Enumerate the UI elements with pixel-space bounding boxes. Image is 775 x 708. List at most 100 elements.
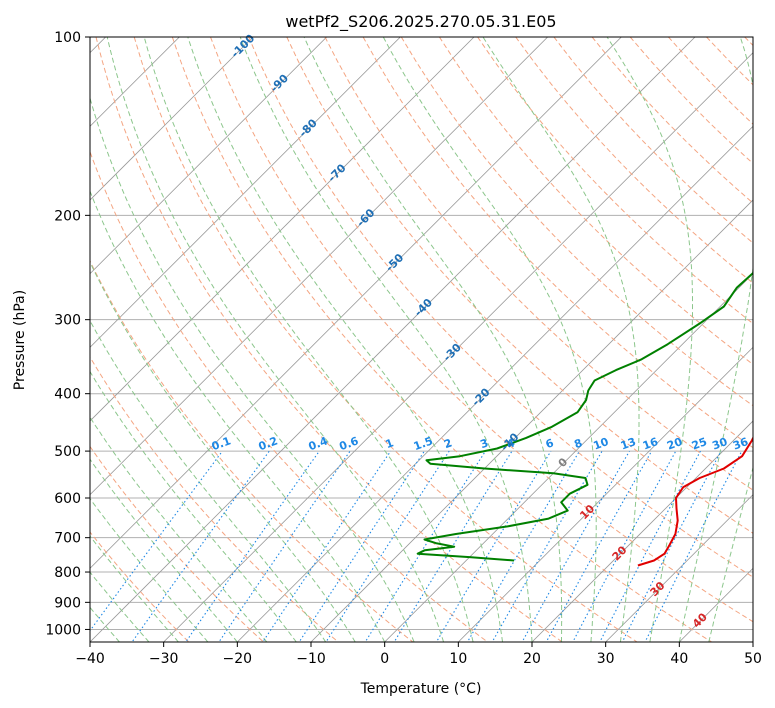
x-tick-label: −20 [223,651,253,667]
dry-adiabats [90,37,753,642]
mixing-ratio-label: 36 [731,435,750,453]
mixing-ratio-label: 1.5 [412,434,435,453]
plot-area [90,37,753,642]
mixing-ratio-line [218,450,351,642]
isotherm-line [90,37,328,275]
profile-lines [416,271,753,567]
mixing-ratio-label: 0.4 [307,434,330,453]
x-axis-label: Temperature (°C) [360,681,482,697]
isotherm-line [90,37,401,348]
moist-adiabat-line [678,37,753,642]
y-tick-label: 1000 [45,622,81,638]
mixing-ratio-lines [90,450,743,642]
dry-adiabat-line [210,37,753,623]
y-tick-label: 100 [54,30,81,46]
mixing-ratio-label: 16 [641,435,660,453]
moist-adiabat-line [143,37,474,642]
mixing-ratio-label: 0.1 [210,434,233,453]
y-tick-label: 600 [54,491,81,507]
moist-adiabat-line [382,37,597,642]
grid-lines [90,37,753,642]
dry-adiabat-line [248,37,753,578]
moist-adiabat-line [90,260,356,642]
mixing-ratio-line [466,450,580,642]
mixing-ratio-label: 25 [690,435,709,452]
mixing-ratio-line [572,450,677,642]
mixing-ratio-line [131,450,270,642]
y-axis-label: Pressure (hPa) [12,290,28,390]
y-tick-label: 700 [54,531,81,547]
moist-adiabat-line [606,37,693,642]
dry-adiabat-line [286,37,753,534]
x-tick-label: 0 [380,651,389,667]
mixing-ratio-line [325,450,450,642]
y-axis-ticks: 100 200 300 400 500 600 700 800 900 1000 [45,30,90,638]
mixing-ratio-line [393,450,513,642]
x-tick-label: 50 [744,651,762,667]
dry-adiabat-line [362,37,753,449]
mixing-ratio-label: 4 [505,436,517,451]
mixing-ratio-line [545,450,653,642]
chart-title: wetPf2_S206.2025.270.05.31.E05 [285,12,556,32]
moist-adiabat-line [187,37,503,642]
isotherm-line [310,199,753,642]
x-tick-label: 20 [523,651,541,667]
x-tick-label: −30 [149,651,179,667]
mixing-ratio-label: 1 [384,436,396,451]
mixing-ratio-label: 0.2 [257,434,280,453]
mixing-ratio-line [435,450,552,642]
temperature-profile-line [637,436,753,567]
mixing-ratio-line [491,450,603,642]
mixing-ratio-label: 0.6 [338,434,361,453]
plot-frame [89,36,754,643]
dry-adiabat-line [90,259,414,642]
moist-adiabat-line [90,571,150,642]
mixing-ratio-label: 10 [592,435,611,453]
moist-adiabat-line [708,465,753,642]
moist-adiabat-line [90,319,327,642]
dry-adiabat-line [90,150,489,642]
moist-adiabat-line [303,37,563,642]
isotherm-line [90,37,549,496]
y-tick-label: 300 [54,313,81,329]
isotherm-line [90,37,254,201]
dry-adiabat-line [438,37,753,366]
mixing-ratio-label: 3 [478,436,490,451]
moist-adiabat-line [90,458,238,642]
y-tick-label: 900 [54,595,81,611]
mixing-ratio-line [599,450,701,642]
isotherm-line [163,52,753,642]
mixing-ratio-label: 8 [572,436,584,451]
mixing-ratio-line [262,450,392,642]
mixing-ratio-label: 30 [710,435,729,453]
dry-adiabat-line [95,37,564,642]
moist-adiabat-line [90,497,209,642]
mixing-ratio-label: 6 [544,436,556,451]
moist-adiabat-line [106,37,445,642]
x-axis-ticks: −40 −30 −20 −10 0 10 20 30 40 50 [75,642,762,667]
moist-adiabat-line [239,37,533,642]
dry-adiabat-line [400,37,753,407]
moist-adiabats [90,37,753,642]
isotherm-line [90,37,622,569]
dry-adiabat-line [324,37,753,491]
moist-adiabat-line [90,416,268,642]
y-tick-label: 800 [54,565,81,581]
mixing-ratio-line [298,450,425,642]
dry-adiabat-line [90,531,190,642]
y-tick-label: 200 [54,208,81,224]
isotherm-line [605,494,753,642]
dry-adiabat-line [90,445,265,642]
x-tick-label: −40 [75,651,105,667]
dry-adiabat-line [477,37,753,325]
mixing-ratio-label: 13 [619,435,638,452]
moist-adiabat-line [90,189,386,642]
mixing-ratio-label: 2 [442,436,454,451]
mixing-ratio-line [364,450,486,642]
moist-adiabat-line [90,535,179,642]
moist-adiabat-line [90,370,297,642]
isotherm-line [90,37,475,422]
isotherm-line [90,37,180,127]
